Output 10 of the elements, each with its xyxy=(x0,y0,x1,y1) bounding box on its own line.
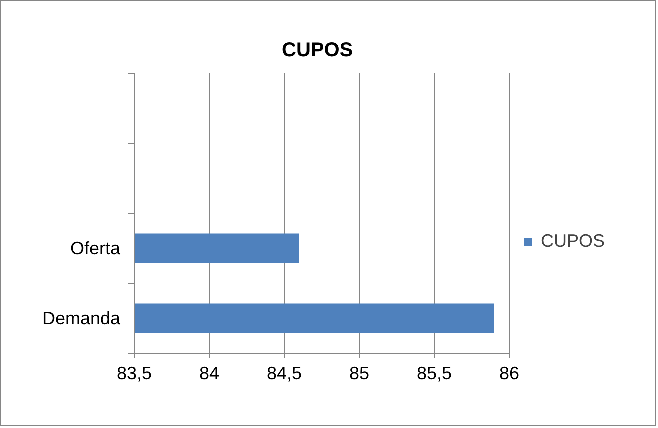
y-tick-label: Oferta xyxy=(70,238,122,258)
legend-label: CUPOS xyxy=(541,231,606,252)
x-tick-label: 86 xyxy=(499,364,520,384)
x-tick-label: 84,5 xyxy=(266,364,302,384)
x-tick-label: 83,5 xyxy=(116,364,152,384)
x-tick-label: 85 xyxy=(349,364,370,384)
x-tick-label: 85,5 xyxy=(416,364,452,384)
chart-title: CUPOS xyxy=(282,40,354,62)
y-tick-label: Demanda xyxy=(42,308,122,328)
x-tick-label: 84 xyxy=(199,364,220,384)
